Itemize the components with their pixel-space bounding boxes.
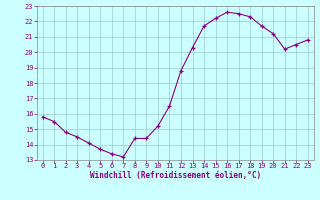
X-axis label: Windchill (Refroidissement éolien,°C): Windchill (Refroidissement éolien,°C) [90,171,261,180]
